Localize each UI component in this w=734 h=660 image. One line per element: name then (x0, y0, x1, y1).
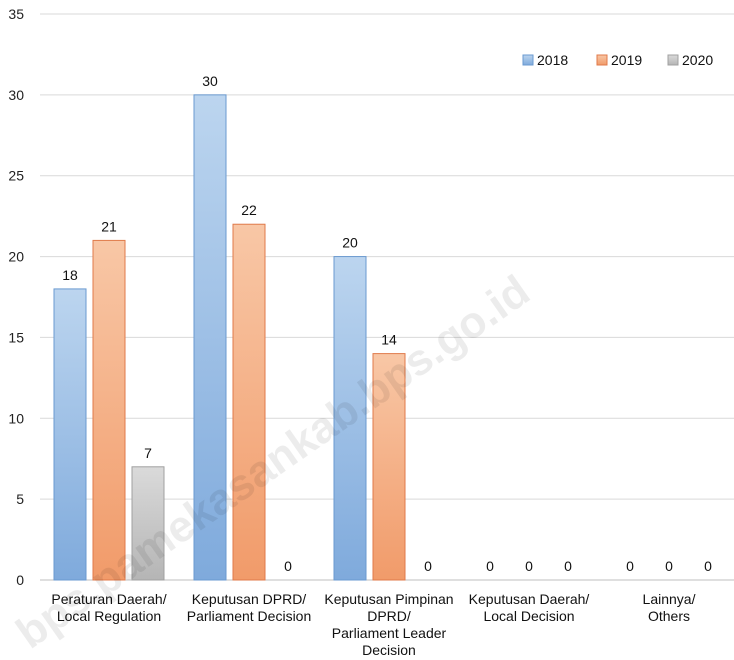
x-axis-categories: Peraturan Daerah/Local Regulation Keputus… (51, 591, 695, 658)
data-label: 30 (202, 73, 218, 89)
data-label: 0 (626, 558, 634, 574)
bar-2019-1 (232, 223, 266, 581)
data-label: 21 (101, 218, 117, 234)
category-label: Local Decision (483, 608, 574, 624)
data-label: 0 (665, 558, 673, 574)
legend-swatch-2020 (667, 54, 679, 66)
y-tick-label: 30 (8, 87, 24, 103)
legend-swatch-2019 (596, 54, 608, 66)
bars (53, 94, 406, 581)
y-axis-ticks: 0 5 10 15 20 25 30 35 (8, 6, 24, 588)
data-label: 22 (241, 202, 257, 218)
y-tick-label: 35 (8, 6, 24, 22)
data-labels: 18 30 20 0 0 21 22 14 0 0 7 0 0 0 0 (62, 73, 712, 574)
bar-2018-1 (193, 94, 227, 581)
bar-2018-0 (53, 288, 87, 581)
data-label: 7 (144, 445, 152, 461)
legend-swatch-2018 (522, 54, 534, 66)
category-label: Keputusan DPRD/ (192, 591, 307, 607)
category-label: Lainnya/ (643, 591, 696, 607)
bar-2019-2 (372, 353, 406, 581)
category-label: Others (648, 608, 690, 624)
y-tick-label: 20 (8, 249, 24, 265)
category-label: Keputusan Pimpinan (324, 591, 453, 607)
legend-label: 2019 (611, 52, 642, 68)
y-tick-label: 0 (16, 572, 24, 588)
legend-label: 2020 (682, 52, 713, 68)
data-label: 0 (424, 558, 432, 574)
data-label: 18 (62, 267, 78, 283)
y-tick-label: 15 (8, 329, 24, 345)
category-label: Peraturan Daerah/ (51, 591, 166, 607)
category-label: Parliament Decision (187, 608, 312, 624)
data-label: 14 (381, 332, 397, 348)
y-tick-label: 25 (8, 168, 24, 184)
bar-2018-2 (333, 256, 367, 581)
data-label: 0 (564, 558, 572, 574)
category-label: Parliament Leader (332, 625, 447, 641)
category-label: Local Regulation (57, 608, 161, 624)
legend: 2018 2019 2020 (522, 52, 713, 68)
data-label: 0 (486, 558, 494, 574)
legend-label: 2018 (537, 52, 568, 68)
category-label: Decision (362, 642, 416, 658)
y-tick-label: 5 (16, 491, 24, 507)
bar-2019-0 (92, 239, 126, 581)
data-label: 20 (342, 235, 358, 251)
category-label: Keputusan Daerah/ (469, 591, 590, 607)
bar-2020-0 (131, 466, 165, 581)
data-label: 0 (704, 558, 712, 574)
data-label: 0 (525, 558, 533, 574)
data-label: 0 (284, 558, 292, 574)
y-tick-label: 10 (8, 410, 24, 426)
category-label: DPRD/ (367, 608, 411, 624)
